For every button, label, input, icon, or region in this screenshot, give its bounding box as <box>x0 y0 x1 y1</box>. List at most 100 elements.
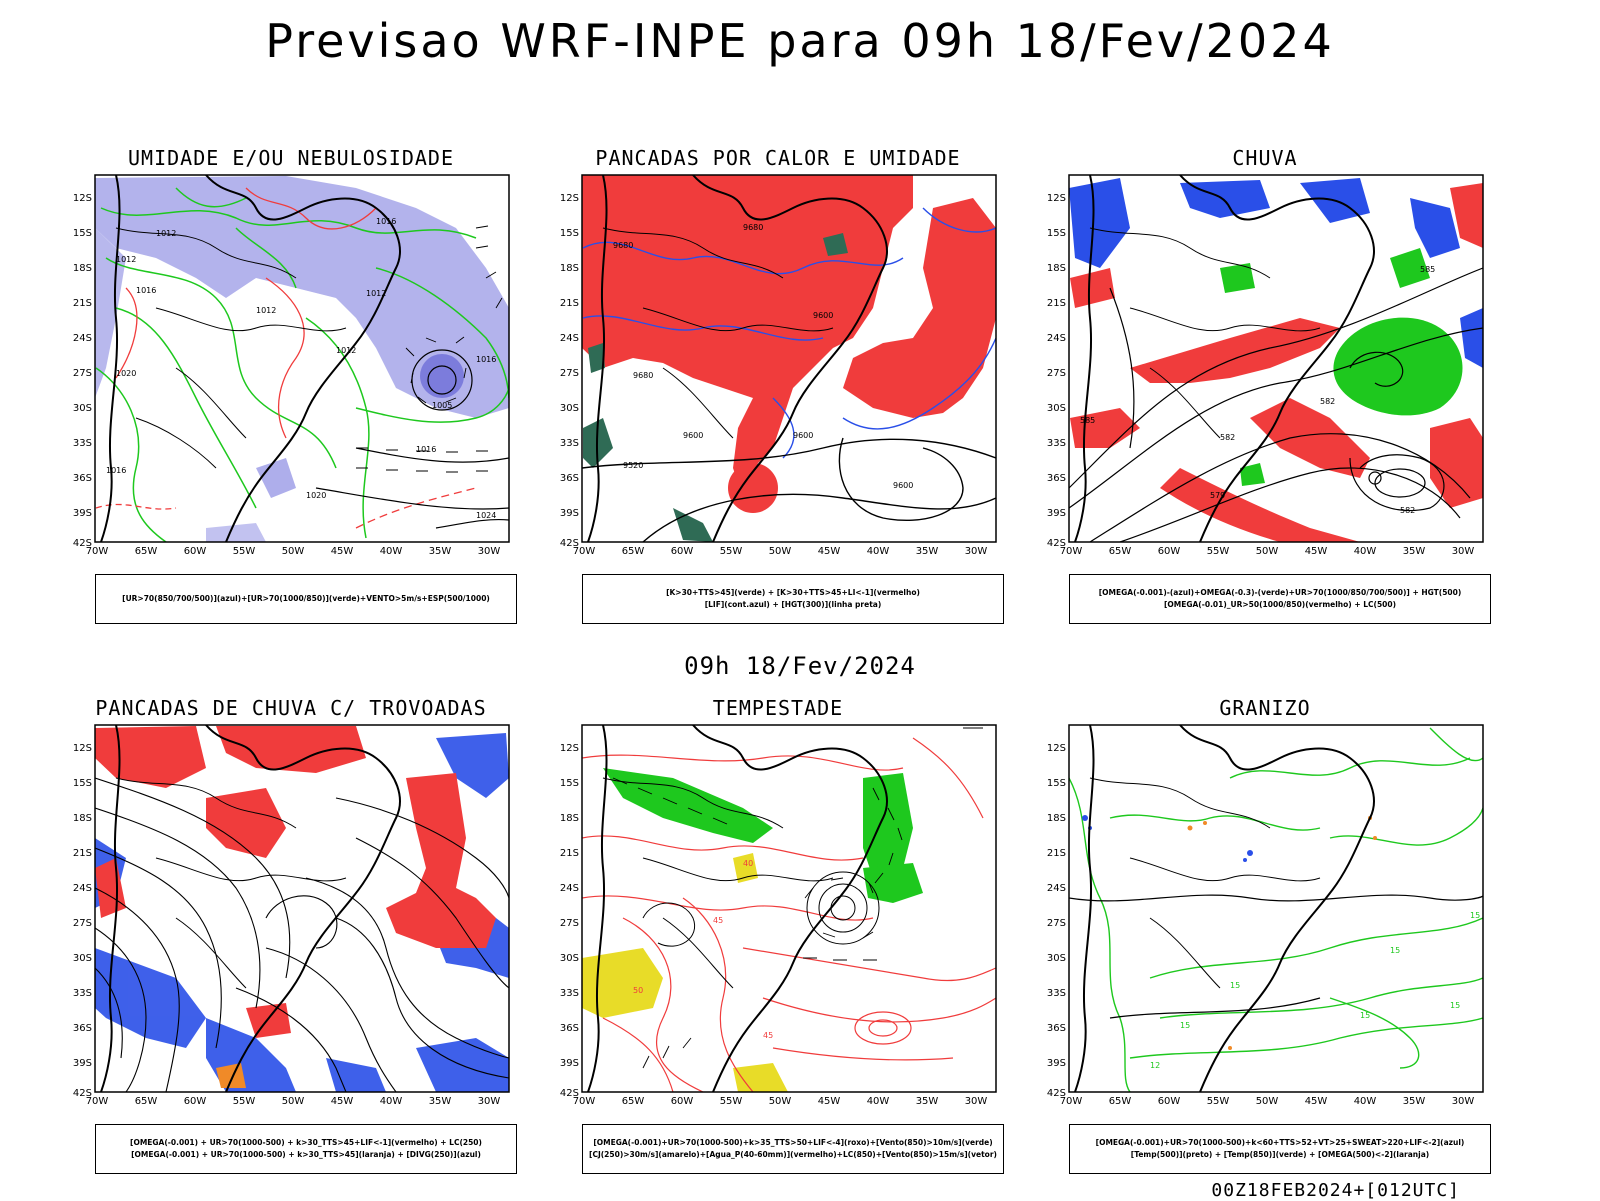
political-borders <box>602 777 834 989</box>
panel-title: UMIDADE E/OU NEBULOSIDADE <box>127 146 455 170</box>
svg-text:36S: 36S <box>560 1023 579 1034</box>
svg-text:60W: 60W <box>1158 1096 1181 1107</box>
temp-labels: 15 15 15 15 15 12 15 <box>1150 911 1480 1070</box>
political-borders <box>602 227 834 439</box>
svg-text:55W: 55W <box>1207 1096 1230 1107</box>
wind850-green-areas <box>603 768 923 903</box>
legend-pancadas-calor: [K>30+TTS>45](verde) + [K>30+TTS>45+LI<-… <box>582 574 1004 624</box>
svg-text:65W: 65W <box>1109 1096 1132 1107</box>
svg-text:15: 15 <box>1470 911 1480 920</box>
svg-text:12S: 12S <box>1047 193 1066 204</box>
panel-umidade: UMIDADE E/OU NEBULOSIDADE <box>56 146 526 636</box>
svg-text:9600: 9600 <box>893 481 913 490</box>
svg-text:33S: 33S <box>1047 438 1066 449</box>
thunder-red-areas <box>95 726 496 1038</box>
svg-text:40W: 40W <box>1354 546 1377 557</box>
svg-text:45W: 45W <box>1305 546 1328 557</box>
cyclone-contours <box>642 871 880 947</box>
svg-text:30S: 30S <box>560 403 579 414</box>
svg-text:70W: 70W <box>1060 1096 1083 1107</box>
lif-contours-blue <box>582 207 996 459</box>
svg-text:1016: 1016 <box>376 217 396 226</box>
instability-blob <box>728 463 778 513</box>
svg-text:1012: 1012 <box>336 346 356 355</box>
coastline-borders <box>1074 725 1375 1092</box>
red-contours <box>95 187 477 529</box>
svg-text:50W: 50W <box>769 546 792 557</box>
lon-axis: 70W 65W 60W 55W 50W 45W 40W 35W 30W <box>86 546 501 557</box>
svg-text:39S: 39S <box>1047 1058 1066 1069</box>
instability-blob-small <box>943 233 973 268</box>
panel-title: CHUVA <box>1232 146 1298 170</box>
svg-text:30W: 30W <box>1452 1096 1475 1107</box>
map-frame <box>581 174 997 543</box>
svg-text:12S: 12S <box>73 193 92 204</box>
svg-text:60W: 60W <box>1158 546 1181 557</box>
svg-text:27S: 27S <box>73 368 92 379</box>
svg-text:24S: 24S <box>1047 333 1066 344</box>
svg-text:12S: 12S <box>1047 743 1066 754</box>
isobars-black <box>315 349 509 529</box>
svg-text:40W: 40W <box>380 546 403 557</box>
svg-text:1012: 1012 <box>156 229 176 238</box>
hgt500-contours <box>1069 267 1483 542</box>
panel-pancadas-calor: PANCADAS POR CALOR E UMIDADE <box>543 146 1013 636</box>
svg-text:50W: 50W <box>1256 546 1279 557</box>
svg-text:30S: 30S <box>560 953 579 964</box>
mid-title: 09h 18/Fev/2024 <box>684 652 916 680</box>
jet-yellow-areas <box>582 853 788 1092</box>
svg-text:55W: 55W <box>233 1096 256 1107</box>
svg-text:9600: 9600 <box>683 431 703 440</box>
green-humidity-contours <box>95 187 509 542</box>
svg-text:39S: 39S <box>73 508 92 519</box>
legend-trovoadas: [OMEGA(-0.001) + UR>70(1000-500) + k>30_… <box>95 1124 517 1174</box>
svg-text:70W: 70W <box>86 1096 109 1107</box>
lon-axis: 70W 65W 60W 55W 50W 45W 40W 35W 30W <box>1060 1096 1475 1107</box>
svg-text:24S: 24S <box>73 333 92 344</box>
orange-areas <box>216 1063 246 1088</box>
svg-text:60W: 60W <box>671 1096 694 1107</box>
svg-text:1016: 1016 <box>476 355 496 364</box>
svg-text:1016: 1016 <box>106 466 126 475</box>
map-frame <box>1068 174 1484 543</box>
svg-text:21S: 21S <box>73 298 92 309</box>
svg-text:27S: 27S <box>560 368 579 379</box>
lat-axis: 12S 15S 18S 21S 24S 27S 30S 33S 36S 39S 42S <box>73 743 92 1099</box>
svg-text:15S: 15S <box>73 228 92 239</box>
svg-text:12: 12 <box>1150 1061 1160 1070</box>
svg-text:40W: 40W <box>867 546 890 557</box>
svg-text:21S: 21S <box>1047 848 1066 859</box>
lat-axis: 12S 15S 18S 21S 24S 27S 30S 33S 36S 39S 42S <box>1047 743 1066 1099</box>
panel-title: GRANIZO <box>1219 696 1311 720</box>
svg-text:1016: 1016 <box>416 445 436 454</box>
political-borders <box>1089 777 1321 989</box>
svg-text:45W: 45W <box>818 546 841 557</box>
lat-axis: 12S 15S 18S 21S 24S 27S 30S 33S 36S 39S 42S <box>73 193 92 549</box>
lon-axis: 70W 65W 60W 55W 50W 45W 40W 35W 30W <box>1060 546 1475 557</box>
svg-text:42S: 42S <box>1047 1088 1066 1099</box>
svg-text:42S: 42S <box>73 538 92 549</box>
svg-text:60W: 60W <box>671 546 694 557</box>
svg-text:9600: 9600 <box>793 431 813 440</box>
svg-text:70W: 70W <box>573 546 596 557</box>
svg-text:21S: 21S <box>73 848 92 859</box>
svg-text:15: 15 <box>1230 981 1240 990</box>
legend-umidade: [UR>70(850/700/500)](azul)+[UR>70(1000/8… <box>95 574 517 624</box>
svg-text:50W: 50W <box>1256 1096 1279 1107</box>
svg-text:70W: 70W <box>573 1096 596 1107</box>
map-umidade: 1012 1012 1016 1016 1012 1012 1012 1016 1020 1… <box>73 174 510 557</box>
lat-axis: 12S 15S 18S 21S 24S 27S 30S 33S 36S 39S 42S <box>560 193 579 549</box>
svg-text:15S: 15S <box>560 778 579 789</box>
svg-text:30W: 30W <box>478 1096 501 1107</box>
svg-text:70W: 70W <box>86 546 109 557</box>
panel-title: PANCADAS POR CALOR E UMIDADE <box>595 146 961 170</box>
svg-text:35W: 35W <box>1403 546 1426 557</box>
svg-text:65W: 65W <box>1109 546 1132 557</box>
svg-text:65W: 65W <box>135 546 158 557</box>
svg-text:60W: 60W <box>184 546 207 557</box>
svg-text:21S: 21S <box>560 848 579 859</box>
svg-text:65W: 65W <box>135 1096 158 1107</box>
legend-chuva: [OMEGA(-0.001)-(azul)+OMEGA(-0.3)-(verde… <box>1069 574 1491 624</box>
svg-text:30S: 30S <box>1047 953 1066 964</box>
lat-axis: 12S 15S 18S 21S 24S 27S 30S 33S 36S 39S 42S <box>1047 193 1066 549</box>
